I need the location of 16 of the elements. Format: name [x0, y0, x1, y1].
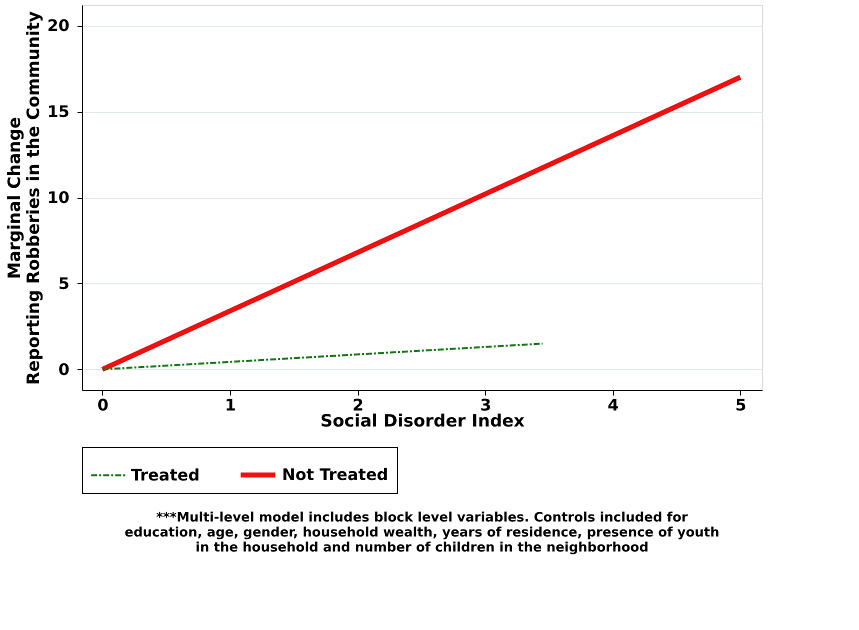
- y-tick-label: 15: [47, 102, 70, 122]
- x-tick-label: 4: [608, 396, 619, 414]
- legend-label: Not Treated: [282, 465, 388, 484]
- y-tick-label: 0: [58, 360, 70, 379]
- x-tick-label: 3: [480, 396, 492, 414]
- y-tick-label: 20: [47, 16, 70, 36]
- y-tick-label: 10: [47, 188, 70, 207]
- x-tick-label: 5: [735, 396, 746, 414]
- x-tick-label: 0: [97, 396, 108, 414]
- y-axis-title: Marginal Change Reporting Robberies in the Community: [5, 11, 44, 385]
- text: ***Multi-level model includes block level variables. Controls included for education, age, gender, household wealth, years of residence, presence of youth in the household and number of children in the neighborhood: [124, 510, 720, 556]
- x-tick-label: 2: [352, 396, 364, 414]
- x-axis-title: Social Disorder Index: [320, 412, 525, 432]
- x-tick-label: 1: [224, 396, 236, 414]
- legend-label: Treated: [131, 465, 200, 484]
- y-tick-label: 5: [58, 274, 70, 293]
